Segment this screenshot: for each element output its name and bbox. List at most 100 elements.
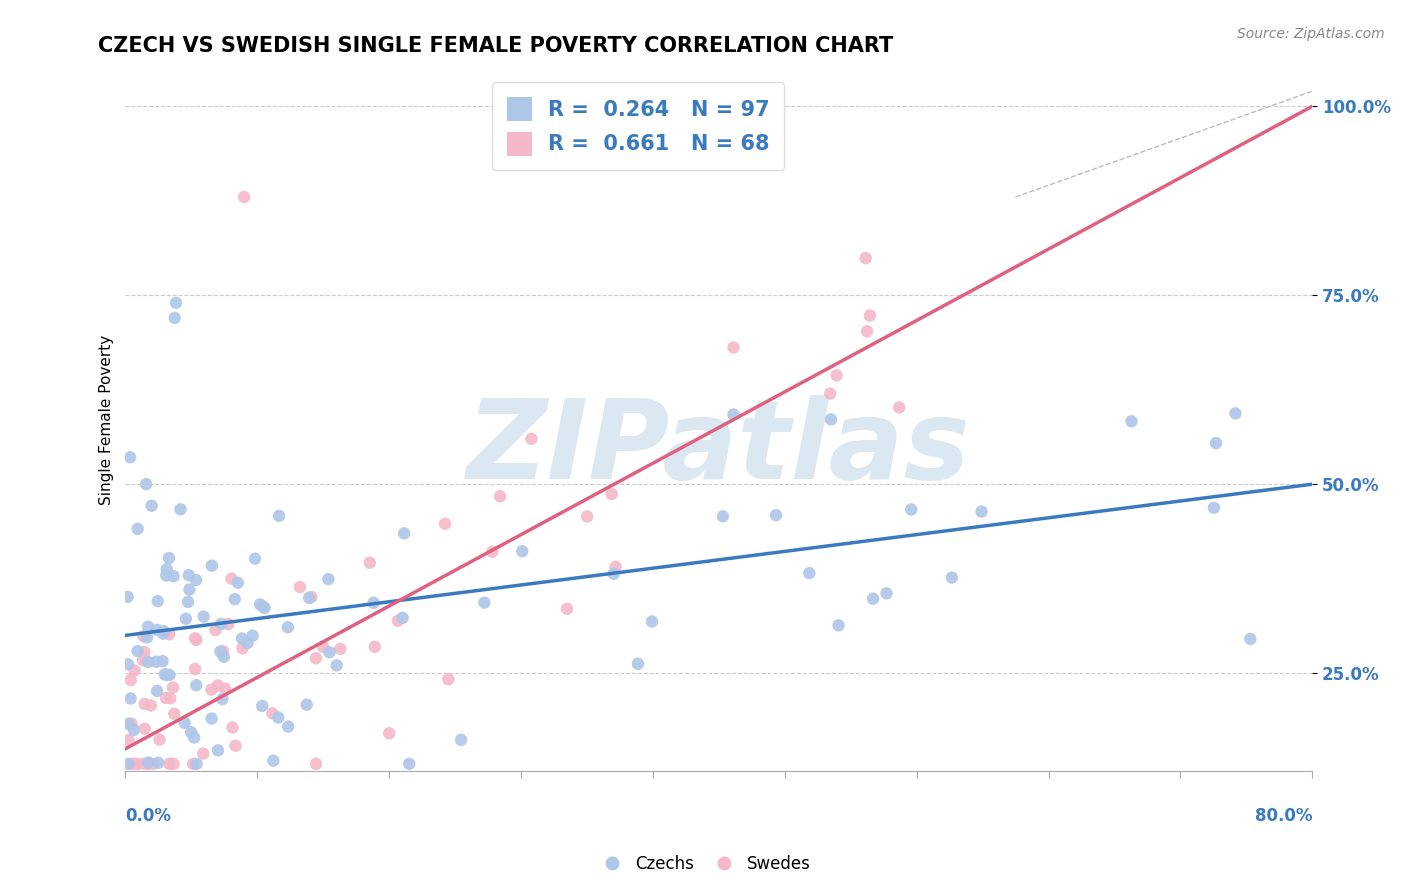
Point <box>970 505 993 519</box>
Point <box>827 618 849 632</box>
Point <box>450 732 472 747</box>
Point <box>1202 500 1225 515</box>
Point <box>117 733 139 747</box>
Point <box>305 756 328 771</box>
Point <box>295 698 318 712</box>
Point <box>136 630 159 644</box>
Point <box>136 756 159 770</box>
Point <box>711 509 734 524</box>
Point <box>859 309 882 323</box>
Point <box>224 739 246 753</box>
Point <box>148 732 170 747</box>
Point <box>318 645 340 659</box>
Point <box>186 678 208 692</box>
Text: CZECH VS SWEDISH SINGLE FEMALE POVERTY CORRELATION CHART: CZECH VS SWEDISH SINGLE FEMALE POVERTY C… <box>98 36 894 55</box>
Point <box>364 640 387 654</box>
Point <box>134 645 156 659</box>
Point <box>120 716 142 731</box>
Legend: R =  0.264   N = 97, R =  0.661   N = 68: R = 0.264 N = 97, R = 0.661 N = 68 <box>492 82 785 170</box>
Point <box>165 295 187 310</box>
Point <box>262 754 284 768</box>
Point <box>602 566 624 581</box>
Point <box>191 747 214 761</box>
Point <box>1225 406 1247 420</box>
Point <box>159 756 181 771</box>
Point <box>555 602 578 616</box>
Point <box>723 341 745 355</box>
Point <box>600 487 623 501</box>
Point <box>146 594 169 608</box>
Point <box>392 526 415 541</box>
Point <box>177 568 200 582</box>
Point <box>132 629 155 643</box>
Point <box>1205 436 1227 450</box>
Point <box>174 612 197 626</box>
Point <box>212 649 235 664</box>
Point <box>134 697 156 711</box>
Point <box>186 632 208 647</box>
Point <box>127 522 149 536</box>
Point <box>481 545 503 559</box>
Point <box>765 508 787 523</box>
Point <box>856 324 879 338</box>
Point <box>207 743 229 757</box>
Point <box>277 720 299 734</box>
Point <box>243 551 266 566</box>
Point <box>141 499 163 513</box>
Point <box>152 654 174 668</box>
Text: ZIPatlas: ZIPatlas <box>467 394 970 501</box>
Point <box>876 586 898 600</box>
Point <box>472 596 495 610</box>
Point <box>157 551 180 566</box>
Point <box>288 580 311 594</box>
Text: 0.0%: 0.0% <box>125 806 172 824</box>
Point <box>120 691 142 706</box>
Point <box>207 678 229 692</box>
Point <box>214 681 236 696</box>
Point <box>145 655 167 669</box>
Point <box>221 720 243 734</box>
Point <box>799 566 821 580</box>
Point <box>132 653 155 667</box>
Point <box>387 614 409 628</box>
Point <box>134 722 156 736</box>
Point <box>231 632 253 646</box>
Point <box>641 615 664 629</box>
Point <box>231 641 253 656</box>
Point <box>305 651 328 665</box>
Point <box>117 717 139 731</box>
Point <box>299 590 322 604</box>
Point <box>329 641 352 656</box>
Point <box>146 623 169 637</box>
Point <box>153 624 176 639</box>
Point <box>250 698 273 713</box>
Point <box>121 756 143 771</box>
Point <box>510 544 533 558</box>
Point <box>627 657 650 671</box>
Point <box>269 508 291 523</box>
Point <box>159 691 181 706</box>
Point <box>127 644 149 658</box>
Point <box>124 756 146 771</box>
Point <box>262 706 284 721</box>
Point <box>180 725 202 739</box>
Point <box>723 408 745 422</box>
Point <box>117 657 139 672</box>
Point <box>135 477 157 491</box>
Point <box>226 575 249 590</box>
Point <box>489 489 512 503</box>
Point <box>169 502 191 516</box>
Point <box>134 756 156 771</box>
Point <box>277 620 299 634</box>
Point <box>253 600 276 615</box>
Legend: Czechs, Swedes: Czechs, Swedes <box>588 848 818 880</box>
Point <box>162 756 184 771</box>
Point <box>224 592 246 607</box>
Point <box>267 710 290 724</box>
Point <box>173 715 195 730</box>
Point <box>184 573 207 587</box>
Point <box>181 756 204 771</box>
Point <box>184 662 207 676</box>
Point <box>249 598 271 612</box>
Point <box>363 596 385 610</box>
